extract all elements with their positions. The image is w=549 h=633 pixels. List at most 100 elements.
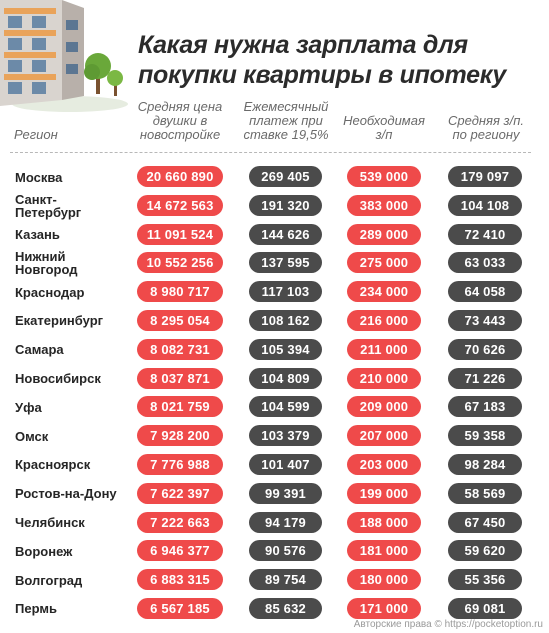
region-name: Красноярск xyxy=(15,457,91,473)
region-name: Самара xyxy=(15,342,64,358)
header-payment-line-1: Ежемесячный xyxy=(243,99,329,114)
average-salary-pill: 179 097 xyxy=(448,166,522,187)
price-pill: 8 295 054 xyxy=(137,309,223,331)
payment-pill: 117 103 xyxy=(249,281,322,303)
header-salary-line-2: по региону xyxy=(452,127,520,142)
region-name: Нижний Новгород xyxy=(15,249,78,278)
required-salary-pill: 188 000 xyxy=(347,511,421,533)
average-salary-pill: 64 058 xyxy=(448,281,522,303)
required-salary-pill: 216 000 xyxy=(347,309,421,331)
table-row: Краснодар 8 980 717 117 103 234 000 64 058 xyxy=(0,278,549,307)
header-payment-line-2: платеж при xyxy=(249,113,323,128)
table-row: Казань 11 091 524 144 626 289 000 72 410 xyxy=(0,221,549,250)
region-name: Омск xyxy=(15,428,49,444)
payment-pill: 137 595 xyxy=(249,252,322,274)
price-pill: 7 622 397 xyxy=(137,482,223,504)
required-salary-pill: 180 000 xyxy=(347,569,421,591)
average-salary-pill: 67 183 xyxy=(448,396,522,418)
payment-pill: 144 626 xyxy=(249,223,322,245)
header-required-line-2: з/п xyxy=(375,127,393,142)
region-name: Москва xyxy=(15,169,63,185)
required-salary-pill: 209 000 xyxy=(347,396,421,418)
payment-pill: 99 391 xyxy=(249,482,322,504)
payment-pill: 103 379 xyxy=(249,425,322,447)
header-required-line-1: Необходимая xyxy=(343,113,425,128)
apartment-building-illustration xyxy=(0,0,128,112)
payment-pill: 90 576 xyxy=(249,540,322,562)
average-salary-pill: 59 620 xyxy=(448,540,522,562)
required-salary-pill: 181 000 xyxy=(347,540,421,562)
copyright-footer: Авторские права © https://pocketoption.r… xyxy=(353,619,543,630)
price-pill: 7 222 663 xyxy=(137,511,223,533)
average-salary-pill: 104 108 xyxy=(448,194,522,216)
average-salary-pill: 59 358 xyxy=(448,425,522,447)
price-pill: 8 980 717 xyxy=(137,281,223,303)
price-pill: 14 672 563 xyxy=(137,194,223,216)
table-row: Челябинск 7 222 663 94 179 188 000 67 450 xyxy=(0,509,549,538)
price-pill: 7 928 200 xyxy=(137,425,223,447)
region-name: Казань xyxy=(15,227,60,243)
header-payment-line-3: ставке 19,5% xyxy=(243,127,329,142)
required-salary-pill: 199 000 xyxy=(347,482,421,504)
region-name: Челябинск xyxy=(15,515,85,531)
page-title: Какая нужна зарплата для покупки квартир… xyxy=(138,30,543,90)
region-name: Воронеж xyxy=(15,543,73,559)
required-salary-pill: 207 000 xyxy=(347,425,421,447)
header-price: Средняя цена двушки в новостройке xyxy=(132,100,228,142)
region-name: Санкт- Петербург xyxy=(15,191,82,220)
table-row: Нижний Новгород 10 552 256 137 595 275 000 6… xyxy=(0,249,549,278)
required-salary-pill: 539 000 xyxy=(347,166,421,187)
average-salary-pill: 63 033 xyxy=(448,252,522,274)
average-salary-pill: 55 356 xyxy=(448,569,522,591)
average-salary-pill: 58 569 xyxy=(448,482,522,504)
price-pill: 8 037 871 xyxy=(137,367,223,389)
table-row: Красноярск 7 776 988 101 407 203 000 98 284 xyxy=(0,451,549,480)
region-name: Волгоград xyxy=(15,572,83,588)
region-name: Пермь xyxy=(15,601,57,617)
header-payment: Ежемесячный платеж при ставке 19,5% xyxy=(236,100,336,142)
required-salary-pill: 234 000 xyxy=(347,281,421,303)
average-salary-pill: 69 081 xyxy=(448,597,522,619)
table-row: Москва 20 660 890 269 405 539 000 179 097 xyxy=(0,163,549,192)
payment-pill: 101 407 xyxy=(249,453,322,475)
table-row: Пермь 6 567 185 85 632 171 000 69 081 xyxy=(0,595,549,624)
price-pill: 11 091 524 xyxy=(137,223,223,245)
price-pill: 6 946 377 xyxy=(137,540,223,562)
payment-pill: 108 162 xyxy=(249,309,322,331)
payment-pill: 269 405 xyxy=(249,166,322,187)
price-pill: 8 082 731 xyxy=(137,338,223,360)
header-salary: Средняя з/п. по региону xyxy=(440,114,532,142)
required-salary-pill: 203 000 xyxy=(347,453,421,475)
price-pill: 8 021 759 xyxy=(137,396,223,418)
table-row: Новосибирск 8 037 871 104 809 210 000 71 226 xyxy=(0,365,549,394)
region-name: Екатеринбург xyxy=(15,313,104,329)
average-salary-pill: 67 450 xyxy=(448,511,522,533)
average-salary-pill: 73 443 xyxy=(448,309,522,331)
payment-pill: 191 320 xyxy=(249,194,322,216)
header-divider xyxy=(10,152,531,153)
region-name: Уфа xyxy=(15,399,42,415)
header-price-line-1: Средняя цена xyxy=(137,99,223,114)
payment-pill: 89 754 xyxy=(249,569,322,591)
data-table: Москва 20 660 890 269 405 539 000 179 097 Сан… xyxy=(0,163,549,624)
price-pill: 7 776 988 xyxy=(137,453,223,475)
region-name: Новосибирск xyxy=(15,371,101,387)
price-pill: 6 567 185 xyxy=(137,597,223,619)
header-salary-line-1: Средняя з/п. xyxy=(448,113,524,128)
table-row: Санкт- Петербург 14 672 563 191 320 383 000… xyxy=(0,192,549,221)
average-salary-pill: 72 410 xyxy=(448,223,522,245)
price-pill: 6 883 315 xyxy=(137,569,223,591)
required-salary-pill: 289 000 xyxy=(347,223,421,245)
average-salary-pill: 71 226 xyxy=(448,367,522,389)
region-name: Ростов-на-Дону xyxy=(15,486,117,502)
payment-pill: 94 179 xyxy=(249,511,322,533)
required-salary-pill: 275 000 xyxy=(347,252,421,274)
payment-pill: 104 809 xyxy=(249,367,322,389)
table-row: Омск 7 928 200 103 379 207 000 59 358 xyxy=(0,422,549,451)
average-salary-pill: 98 284 xyxy=(448,453,522,475)
price-pill: 10 552 256 xyxy=(137,252,223,274)
header-region: Регион xyxy=(14,127,58,142)
header-required: Необходимая з/п xyxy=(338,114,430,142)
payment-pill: 85 632 xyxy=(249,597,322,619)
required-salary-pill: 210 000 xyxy=(347,367,421,389)
